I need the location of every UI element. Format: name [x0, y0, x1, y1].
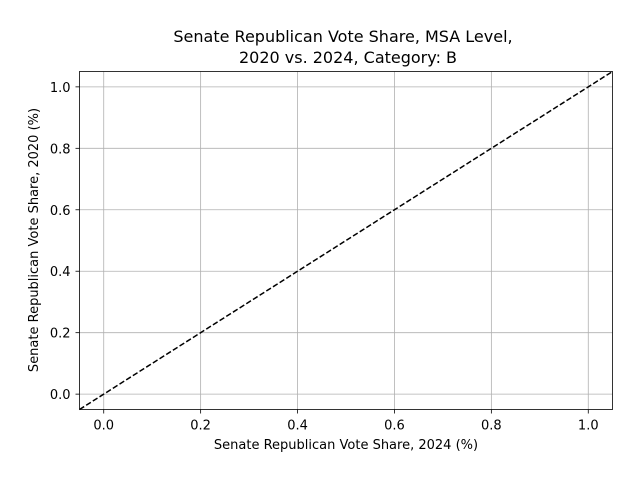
y-tick-label-4: 0.8 [50, 142, 71, 157]
chart-title-line-2: 2020 vs. 2024, Category: B [239, 48, 457, 67]
y-tick-label-5: 1.0 [50, 81, 71, 96]
ticks: 0.0 0.2 0.4 0.6 0.8 1.0 0.0 0.2 0.4 0.6 0.8 1.0 [50, 81, 599, 434]
grid [79, 71, 613, 410]
series-layer [79, 70, 613, 411]
reference-line-0 [79, 70, 613, 411]
x-tick-label-3: 0.6 [384, 419, 405, 434]
x-tick-label-5: 1.0 [578, 419, 599, 434]
y-tick-label-0: 0.0 [50, 388, 71, 403]
x-tick-label-1: 0.2 [190, 419, 211, 434]
y-axis-label: Senate Republican Vote Share, 2020 (%) [27, 108, 42, 372]
x-tick-label-4: 0.8 [481, 419, 502, 434]
y-tick-label-3: 0.6 [50, 204, 71, 219]
plot-area-frame [79, 71, 613, 410]
x-axis-label: Senate Republican Vote Share, 2024 (%) [214, 438, 478, 453]
y-tick-label-2: 0.4 [50, 265, 71, 280]
x-tick-label-2: 0.4 [287, 419, 308, 434]
x-tick-label-0: 0.0 [93, 419, 114, 434]
y-tick-label-1: 0.2 [50, 327, 71, 342]
chart-title-line-1: Senate Republican Vote Share, MSA Level, [173, 27, 512, 46]
